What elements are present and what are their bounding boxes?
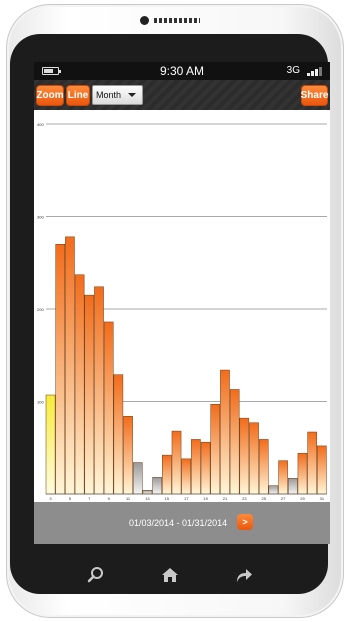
hardware-nav-keys	[10, 554, 328, 604]
chart-bar[interactable]	[162, 454, 172, 495]
line-button[interactable]: Line	[66, 85, 90, 106]
date-range-bar: 01/03/2014 - 01/31/2014 >	[34, 502, 330, 544]
y-tick-label: 300	[37, 215, 44, 220]
period-select-value: Month	[96, 90, 122, 100]
x-tick-label: 29	[300, 496, 305, 501]
chart-bar[interactable]	[191, 439, 201, 495]
chart-bar[interactable]	[239, 417, 250, 495]
front-camera-icon	[140, 15, 149, 25]
status-time: 9:30 AM	[159, 64, 205, 78]
zoom-button[interactable]: Zoom	[36, 85, 64, 106]
chart-bar[interactable]	[65, 236, 75, 495]
chart-bar[interactable]	[103, 321, 114, 495]
share-button[interactable]: Share	[301, 85, 328, 106]
chart-bar[interactable]	[171, 430, 182, 495]
x-tick-label: 7	[88, 496, 91, 501]
chart-bar[interactable]	[307, 431, 317, 495]
speaker-grill-icon	[154, 17, 200, 23]
x-tick-label: 3	[49, 496, 52, 501]
chart-bar[interactable]	[181, 458, 192, 495]
chart-bar[interactable]	[55, 244, 66, 495]
chart-bar[interactable]	[249, 422, 259, 495]
forward-icon[interactable]	[232, 564, 254, 586]
chart-bar[interactable]	[258, 439, 269, 495]
chart-bar[interactable]	[317, 445, 327, 495]
battery-icon	[42, 67, 61, 75]
app-screen: 9:30 AM 3G Zoom Line Month Share 400 300 2…	[34, 62, 330, 544]
x-tick-label: 17	[184, 496, 189, 501]
x-tick-label: 15	[165, 496, 170, 501]
x-tick-label: 13	[145, 496, 150, 501]
y-tick-label: 100	[37, 400, 44, 405]
chart-bar[interactable]	[268, 485, 279, 495]
chart-bar[interactable]	[123, 416, 133, 495]
chart-bar[interactable]	[287, 478, 298, 495]
chart-bar[interactable]	[200, 441, 211, 495]
chart-bar[interactable]	[278, 460, 288, 495]
chart-bar[interactable]	[84, 294, 95, 495]
chart-bar[interactable]	[210, 404, 221, 495]
x-tick-label: 23	[242, 496, 247, 501]
search-icon[interactable]	[85, 564, 107, 586]
chart-area: 400 300 200 100 3 5 7 9 11 13 15 17 19 21 23 25 27 29 31	[34, 110, 330, 502]
chart-bar[interactable]	[94, 286, 104, 495]
y-tick-label: 400	[37, 122, 44, 127]
bar-chart: 400 300 200 100 3 5 7 9 11 13 15 17 19 21 23 25 27 29 31	[37, 122, 327, 501]
home-icon[interactable]	[159, 564, 181, 586]
x-tick-label: 11	[126, 496, 131, 501]
x-tick-label: 31	[320, 496, 325, 501]
chart-bar[interactable]	[45, 394, 56, 495]
chart-bar[interactable]	[74, 274, 85, 495]
chart-bar[interactable]	[297, 453, 308, 495]
chart-bar[interactable]	[220, 369, 230, 495]
chevron-down-icon	[128, 93, 136, 97]
period-select[interactable]: Month	[92, 85, 143, 105]
x-tick-label: 9	[108, 496, 111, 501]
toolbar: Zoom Line Month Share	[34, 80, 330, 110]
x-tick-label: 19	[203, 496, 208, 501]
x-tick-label: 21	[223, 496, 228, 501]
chart-bar[interactable]	[152, 477, 162, 495]
chart-bar[interactable]	[132, 462, 143, 495]
date-range-label: 01/03/2014 - 01/31/2014	[129, 518, 228, 528]
network-type: 3G	[286, 65, 300, 76]
x-tick-label: 25	[261, 496, 266, 501]
next-period-button[interactable]: >	[237, 514, 253, 530]
x-tick-label: 5	[69, 496, 72, 501]
chart-bar[interactable]	[142, 490, 153, 495]
x-tick-label: 27	[281, 496, 286, 501]
signal-strength-icon	[307, 66, 322, 76]
chart-bar[interactable]	[113, 374, 124, 495]
chart-bar[interactable]	[229, 389, 240, 495]
y-tick-label: 200	[37, 307, 44, 312]
earpiece	[140, 14, 200, 26]
status-bar: 9:30 AM 3G	[34, 62, 330, 80]
